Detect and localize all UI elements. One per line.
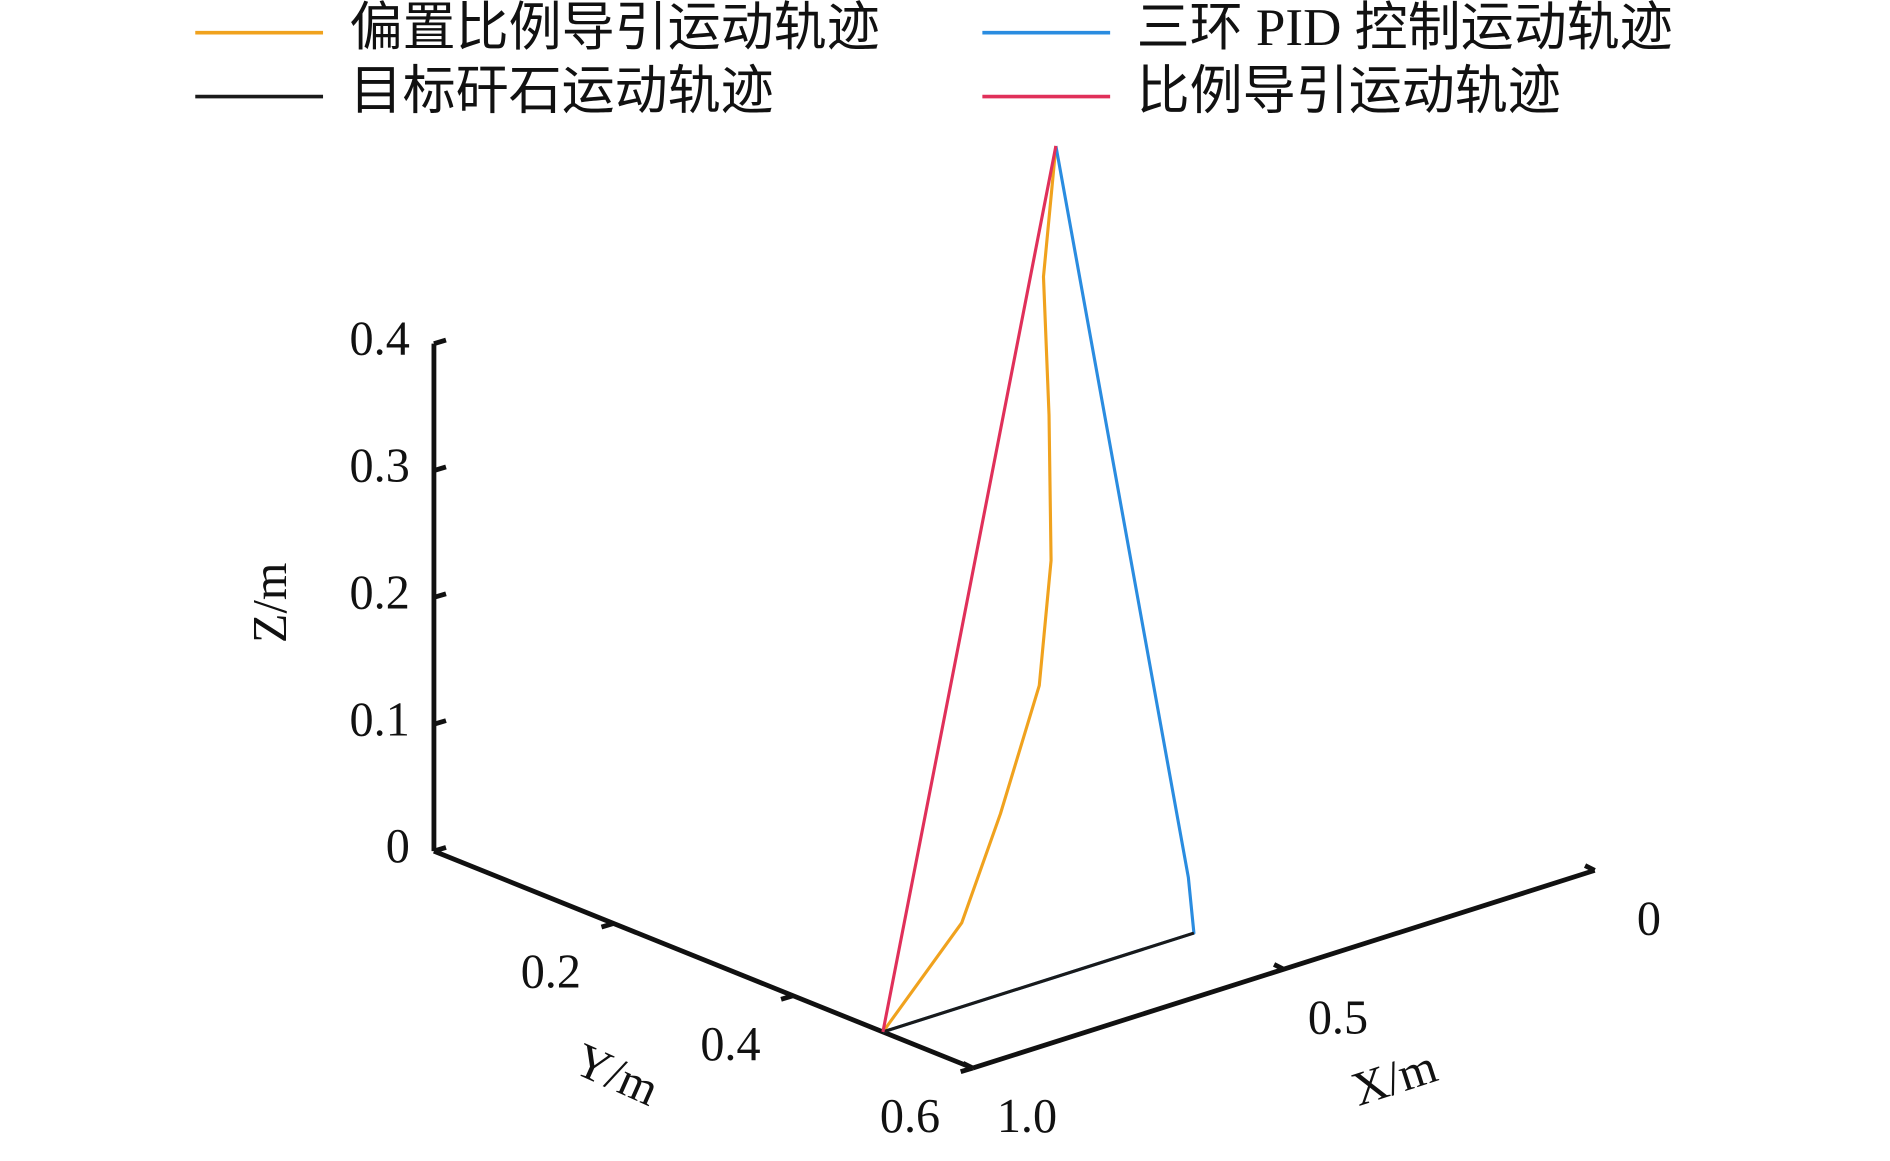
z-tick-label: 0.1 — [350, 693, 410, 746]
trajectory — [881, 145, 1058, 1033]
z-tick — [433, 464, 447, 473]
y-tick — [780, 993, 794, 1002]
z-tick — [433, 718, 447, 727]
z-tick — [433, 591, 447, 600]
z-tick-label: 0.4 — [350, 313, 410, 366]
trajectory — [882, 931, 1195, 1034]
legend-label: 目标矸石运动轨迹 — [350, 63, 774, 121]
z-tick — [433, 845, 447, 854]
y-tick-label: 0.4 — [700, 1018, 760, 1071]
x-axis-label: X/m — [1345, 1040, 1443, 1117]
z-tick-label: 0.3 — [350, 440, 410, 493]
x-tick — [962, 1061, 974, 1071]
y-axis-label: Y/m — [567, 1033, 667, 1116]
z-tick — [433, 337, 447, 346]
x-tick-label: 1.0 — [997, 1090, 1057, 1143]
trajectory — [882, 145, 1196, 1034]
trajectory — [881, 145, 1058, 1033]
x-tick — [1583, 863, 1596, 873]
legend-label: 比例导引运动轨迹 — [1137, 63, 1561, 121]
y-tick-label: 0.2 — [521, 946, 581, 999]
y-tick-label: 0.6 — [880, 1090, 940, 1143]
y-tick — [600, 921, 615, 930]
legend-label: 偏置比例导引运动轨迹 — [350, 0, 880, 57]
x-tick — [1272, 962, 1285, 972]
x-tick-label: 0.5 — [1308, 991, 1368, 1044]
z-tick-label: 0.2 — [350, 566, 410, 619]
x-tick-label: 0 — [1637, 892, 1661, 945]
z-tick-label: 0 — [386, 820, 410, 873]
legend-label: 三环 PID 控制运动轨迹 — [1137, 0, 1673, 57]
z-axis-label: Z/m — [244, 563, 297, 643]
